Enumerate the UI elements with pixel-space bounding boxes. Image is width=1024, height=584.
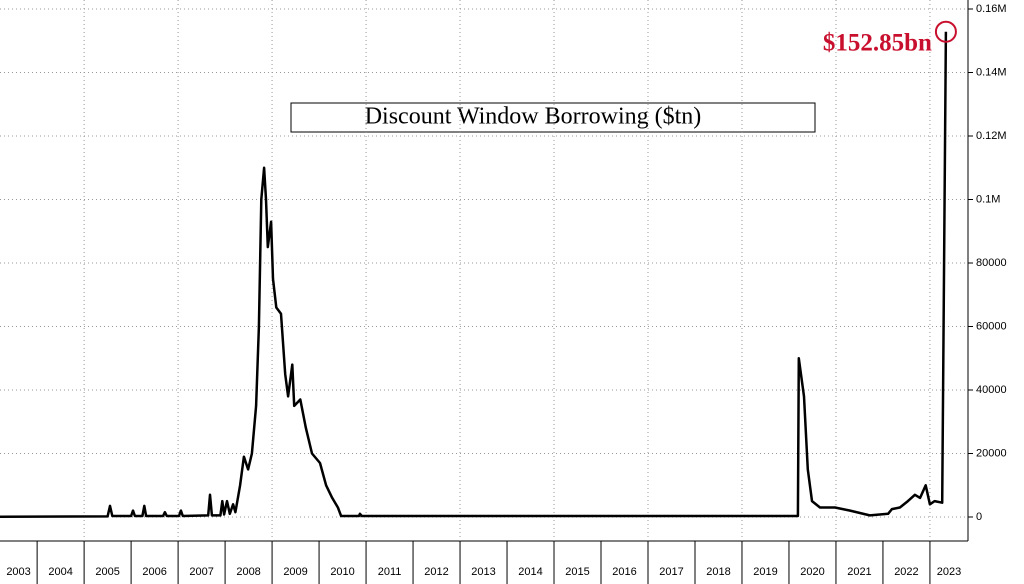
y-tick-label: 0.12M (976, 130, 1007, 142)
title-box (290, 102, 816, 133)
highlight-circle (934, 20, 957, 43)
x-tick-label: 2014 (518, 566, 542, 578)
x-tick-label: 2008 (236, 566, 260, 578)
x-tick-label: 2015 (565, 566, 589, 578)
x-tick-label: 2010 (330, 566, 354, 578)
x-tick-label: 2019 (753, 566, 777, 578)
x-tick-label: 2013 (471, 566, 495, 578)
x-tick-label: 2018 (706, 566, 730, 578)
y-tick-label: 0.1M (976, 193, 1000, 205)
x-tick-label: 2003 (6, 566, 30, 578)
x-tick-label: 2016 (612, 566, 636, 578)
x-tick-label: 2007 (189, 566, 213, 578)
x-tick-label: 2005 (95, 566, 119, 578)
x-tick-label: 2012 (424, 566, 448, 578)
x-tick-label: 2004 (48, 566, 72, 578)
x-tick-label: 2011 (378, 566, 402, 578)
y-tick-label: 0 (976, 511, 982, 523)
y-tick-label: 20000 (976, 447, 1007, 459)
y-tick-label: 0.14M (976, 66, 1007, 78)
x-tick-label: 2023 (937, 566, 961, 578)
line-series (0, 31, 948, 518)
chart-title: Discount Window Borrowing ($tn) (365, 104, 702, 130)
y-tick-label: 40000 (976, 384, 1007, 396)
y-tick-label: 80000 (976, 257, 1007, 269)
annotation: $152.85bn (823, 29, 932, 56)
y-tick-label: 0.16M (976, 3, 1007, 15)
y-tick-label: 60000 (976, 320, 1007, 332)
x-tick-label: 2020 (800, 566, 824, 578)
x-tick-label: 2006 (142, 566, 166, 578)
x-tick-label: 2022 (894, 566, 918, 578)
x-tick-label: 2017 (659, 566, 683, 578)
x-tick-label: 2009 (283, 566, 307, 578)
x-tick-label: 2021 (847, 566, 871, 578)
